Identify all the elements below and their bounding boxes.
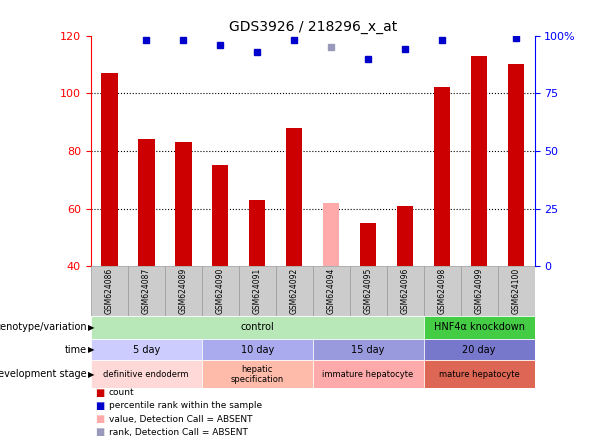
Text: definitive endoderm: definitive endoderm bbox=[104, 370, 189, 379]
Bar bbox=[91, 266, 128, 316]
Text: ▶: ▶ bbox=[88, 323, 95, 332]
Text: ▶: ▶ bbox=[88, 345, 95, 354]
Bar bbox=[91, 361, 202, 388]
Text: GSM624099: GSM624099 bbox=[474, 268, 484, 314]
Bar bbox=[471, 56, 487, 266]
Bar bbox=[424, 316, 535, 339]
Bar bbox=[249, 200, 265, 266]
Text: GSM624089: GSM624089 bbox=[178, 268, 188, 314]
Text: GSM624086: GSM624086 bbox=[105, 268, 114, 314]
Text: GSM624095: GSM624095 bbox=[364, 268, 373, 314]
Bar bbox=[323, 203, 340, 266]
Bar bbox=[460, 266, 498, 316]
Text: GSM624091: GSM624091 bbox=[253, 268, 262, 314]
Text: rank, Detection Call = ABSENT: rank, Detection Call = ABSENT bbox=[109, 428, 248, 437]
Text: 20 day: 20 day bbox=[462, 345, 496, 355]
Title: GDS3926 / 218296_x_at: GDS3926 / 218296_x_at bbox=[229, 20, 397, 35]
Text: 5 day: 5 day bbox=[132, 345, 160, 355]
Text: control: control bbox=[240, 322, 274, 333]
Bar bbox=[434, 87, 451, 266]
Text: ■: ■ bbox=[95, 401, 104, 411]
Bar bbox=[424, 266, 460, 316]
Bar bbox=[91, 316, 424, 339]
Bar bbox=[313, 361, 424, 388]
Text: time: time bbox=[65, 345, 87, 355]
Text: ▶: ▶ bbox=[88, 370, 95, 379]
Text: HNF4α knockdown: HNF4α knockdown bbox=[433, 322, 525, 333]
Bar bbox=[424, 361, 535, 388]
Text: GSM624092: GSM624092 bbox=[289, 268, 299, 314]
Text: GSM624100: GSM624100 bbox=[511, 268, 520, 314]
Bar bbox=[424, 339, 535, 361]
Bar bbox=[313, 339, 424, 361]
Text: 10 day: 10 day bbox=[240, 345, 274, 355]
Text: ■: ■ bbox=[95, 428, 104, 437]
Bar bbox=[508, 64, 524, 266]
Bar bbox=[212, 165, 229, 266]
Bar bbox=[498, 266, 535, 316]
Bar bbox=[128, 266, 165, 316]
Text: immature hepatocyte: immature hepatocyte bbox=[322, 370, 414, 379]
Bar bbox=[165, 266, 202, 316]
Text: genotype/variation: genotype/variation bbox=[0, 322, 87, 333]
Bar bbox=[202, 361, 313, 388]
Bar bbox=[238, 266, 276, 316]
Bar bbox=[91, 339, 202, 361]
Bar bbox=[286, 128, 302, 266]
Text: value, Detection Call = ABSENT: value, Detection Call = ABSENT bbox=[109, 415, 252, 424]
Bar bbox=[202, 266, 238, 316]
Bar bbox=[101, 73, 118, 266]
Bar bbox=[313, 266, 349, 316]
Text: hepatic
specification: hepatic specification bbox=[230, 365, 284, 384]
Bar bbox=[138, 139, 154, 266]
Bar bbox=[397, 206, 413, 266]
Text: ■: ■ bbox=[95, 414, 104, 424]
Text: ■: ■ bbox=[95, 388, 104, 397]
Bar bbox=[349, 266, 387, 316]
Text: GSM624094: GSM624094 bbox=[327, 268, 336, 314]
Text: 15 day: 15 day bbox=[351, 345, 385, 355]
Text: percentile rank within the sample: percentile rank within the sample bbox=[109, 401, 262, 410]
Bar bbox=[387, 266, 424, 316]
Text: GSM624087: GSM624087 bbox=[142, 268, 151, 314]
Bar bbox=[175, 142, 191, 266]
Text: GSM624096: GSM624096 bbox=[400, 268, 409, 314]
Bar bbox=[276, 266, 313, 316]
Text: development stage: development stage bbox=[0, 369, 87, 380]
Text: count: count bbox=[109, 388, 134, 397]
Text: mature hepatocyte: mature hepatocyte bbox=[439, 370, 519, 379]
Bar bbox=[202, 339, 313, 361]
Text: GSM624090: GSM624090 bbox=[216, 268, 225, 314]
Bar bbox=[360, 223, 376, 266]
Text: GSM624098: GSM624098 bbox=[438, 268, 447, 314]
